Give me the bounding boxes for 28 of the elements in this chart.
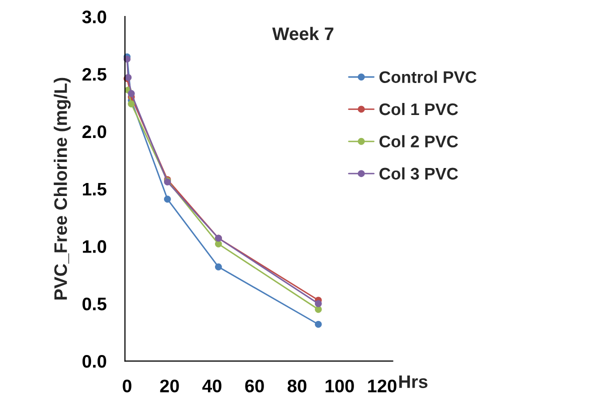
y-tick-label: 3.0	[82, 10, 106, 24]
legend-label: Col 3 PVC	[379, 167, 458, 180]
y-tick-label: 0.0	[82, 354, 106, 368]
x-tick-label: 0	[122, 380, 132, 392]
point	[128, 90, 135, 97]
y-tick-label: 2.0	[82, 125, 106, 138]
x-tick-label: 40	[202, 380, 222, 392]
y-tick-label: 1.0	[82, 240, 106, 253]
chart-title: Week 7	[272, 26, 334, 40]
point	[214, 263, 222, 270]
x-tick-label: 60	[245, 380, 264, 392]
point	[314, 320, 322, 328]
y-tick-label: 2.5	[82, 68, 106, 81]
point	[128, 100, 135, 108]
x-axis-title: Hrs	[399, 375, 428, 388]
legend-label: Col 2 PVC	[379, 135, 458, 148]
y-tick-label: 0.5	[82, 298, 106, 310]
legend-label: Col 1 PVC	[379, 102, 458, 116]
x-tick-label: 120	[368, 380, 396, 392]
point	[214, 240, 222, 248]
point	[314, 300, 322, 308]
x-tick-label: 20	[160, 380, 179, 392]
x-tick-label: 80	[288, 380, 306, 392]
x-tick-label: 100	[326, 380, 354, 392]
legend-label: Control PVC	[379, 70, 476, 83]
y-tick-label: 1.5	[82, 182, 106, 196]
y-axis-title: PVC_Free Chlorine (mg/L)	[54, 78, 71, 300]
point	[164, 196, 171, 203]
